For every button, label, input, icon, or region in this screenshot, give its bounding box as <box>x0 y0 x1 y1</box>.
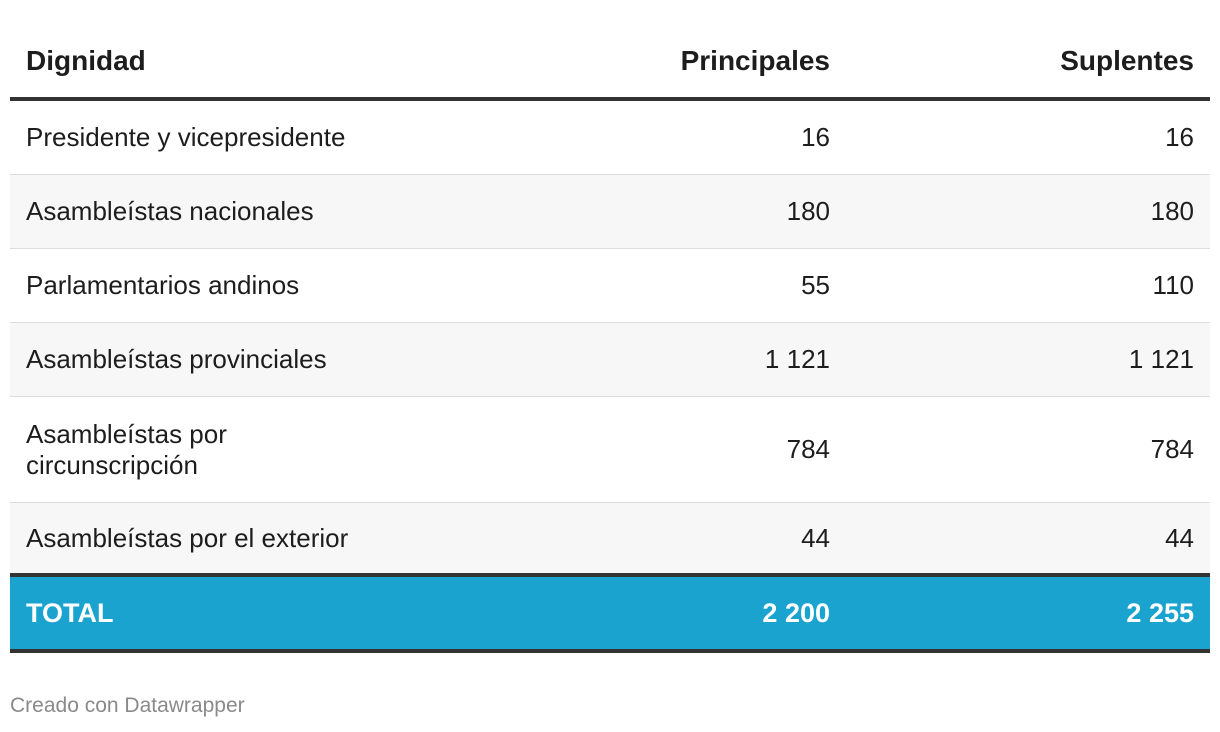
header-suplentes: Suplentes <box>1060 45 1194 76</box>
header-dignidad: Dignidad <box>26 45 146 76</box>
cell-principales: 180 <box>786 196 830 226</box>
table-row: Asambleístas por el exterior 44 44 <box>10 503 1210 577</box>
total-row: TOTAL 2 200 2 255 <box>10 577 1210 653</box>
table-row: Parlamentarios andinos 55 110 <box>10 249 1210 323</box>
cell-suplentes: 44 <box>1165 522 1194 553</box>
total-label: TOTAL <box>26 597 114 628</box>
cell-suplentes: 16 <box>1165 122 1194 152</box>
table-row: Asambleístas nacionales 180 180 <box>10 175 1210 249</box>
data-table: Dignidad Principales Suplentes President… <box>10 26 1210 653</box>
cell-dignidad: Presidente y vicepresidente <box>26 122 346 152</box>
table-header-row: Dignidad Principales Suplentes <box>10 26 1210 101</box>
cell-principales: 1 121 <box>764 344 830 374</box>
datawrapper-credit: Creado con Datawrapper <box>10 694 245 717</box>
table-row: Presidente y vicepresidente 16 16 <box>10 101 1210 175</box>
cell-principales: 784 <box>786 434 830 464</box>
header-principales: Principales <box>680 45 830 76</box>
cell-principales: 44 <box>801 522 830 553</box>
cell-dignidad: Parlamentarios andinos <box>26 270 300 300</box>
cell-dignidad: Asambleístas por el exterior <box>26 522 349 553</box>
table-row: Asambleístas por circunscripción 784 784 <box>10 397 1210 503</box>
table-row: Asambleístas provinciales 1 121 1 121 <box>10 323 1210 397</box>
total-principales: 2 200 <box>762 597 830 628</box>
cell-principales: 16 <box>801 122 830 152</box>
cell-dignidad: Asambleístas provinciales <box>26 344 327 374</box>
cell-dignidad: Asambleístas nacionales <box>26 196 314 226</box>
cell-suplentes: 180 <box>1150 196 1194 226</box>
total-suplentes: 2 255 <box>1126 597 1194 628</box>
cell-suplentes: 784 <box>1150 434 1194 464</box>
cell-suplentes: 110 <box>1152 270 1194 300</box>
cell-principales: 55 <box>801 270 830 300</box>
cell-dignidad: Asambleístas por circunscripción <box>26 418 227 480</box>
cell-suplentes: 1 121 <box>1128 344 1194 374</box>
